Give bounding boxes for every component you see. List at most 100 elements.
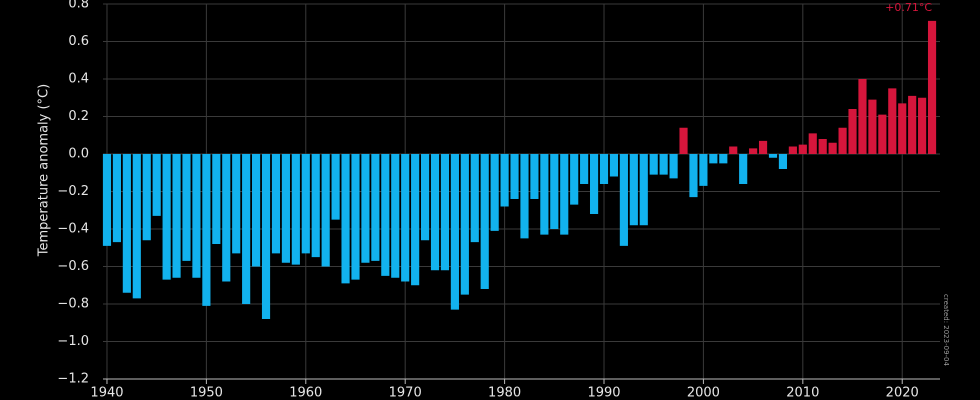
y-axis-label: Temperature anomaly (°C): [37, 84, 52, 257]
bar: [261, 154, 271, 319]
x-tick-label: 1980: [488, 386, 521, 400]
bar: [888, 88, 897, 154]
bar: [490, 154, 499, 231]
bar: [689, 154, 698, 198]
bar: [192, 154, 201, 278]
y-tick-label: −1.2: [57, 372, 89, 387]
bar: [739, 154, 748, 184]
bar: [430, 154, 440, 271]
bar: [421, 154, 430, 241]
bar: [679, 127, 688, 154]
bar: [371, 154, 380, 261]
bar: [102, 154, 112, 246]
bar: [162, 154, 171, 280]
bar: [351, 154, 360, 280]
bar: [530, 154, 539, 199]
bar: [391, 154, 400, 278]
bar: [669, 154, 678, 179]
bar: [788, 146, 797, 154]
bar: [271, 154, 281, 254]
y-tick-label: 0.0: [68, 147, 89, 162]
bar: [918, 97, 927, 154]
bar: [550, 154, 559, 229]
bar: [908, 95, 917, 154]
bar: [798, 144, 807, 154]
bar: [510, 154, 519, 199]
bar: [719, 154, 728, 164]
bar: [649, 154, 658, 175]
x-tick-label: 2010: [786, 386, 819, 400]
bar: [560, 154, 569, 235]
bar: [898, 103, 907, 154]
x-tick-label: 1940: [90, 386, 123, 400]
bar: [182, 154, 191, 261]
bar: [401, 154, 410, 282]
bar: [868, 99, 877, 154]
bar: [818, 139, 827, 154]
annotation: +0.71°C: [885, 1, 932, 14]
bar: [699, 154, 708, 186]
bar: [321, 154, 330, 267]
bar: [609, 154, 619, 177]
bar: [599, 154, 609, 184]
bar: [450, 154, 459, 310]
bar: [500, 154, 509, 207]
y-tick-label: 0.2: [68, 109, 89, 124]
bar: [172, 154, 181, 278]
bar: [480, 154, 489, 289]
bar: [202, 154, 211, 306]
x-tick-label: 2020: [886, 386, 919, 400]
bar: [341, 154, 350, 284]
bar: [778, 154, 788, 169]
bar: [858, 79, 867, 154]
bar: [520, 154, 529, 239]
bar: [540, 154, 549, 235]
y-tick-label: −0.2: [57, 184, 89, 199]
bar: [460, 154, 469, 295]
bar: [589, 154, 599, 214]
bar: [808, 133, 817, 154]
created-note: created: 2023-09-04: [942, 294, 950, 366]
bar: [222, 154, 231, 282]
bar: [470, 154, 479, 243]
bar: [142, 154, 151, 241]
bar: [152, 154, 161, 216]
bar: [729, 146, 738, 154]
bar: [619, 154, 628, 246]
y-tick-label: 0.8: [68, 0, 89, 12]
y-tick-label: 0.4: [68, 72, 89, 87]
bar: [381, 154, 390, 276]
bar: [112, 154, 121, 243]
y-tick-label: −0.4: [57, 222, 89, 237]
y-tick-label: −0.6: [57, 259, 89, 274]
bar: [828, 142, 837, 154]
bar: [361, 154, 370, 263]
x-tick-label: 1950: [190, 386, 223, 400]
bar: [311, 154, 320, 258]
bar: [848, 109, 857, 154]
bar: [281, 154, 290, 263]
bar: [878, 114, 887, 154]
bar: [212, 154, 221, 244]
bar: [639, 154, 648, 226]
bar: [749, 148, 758, 154]
bar: [252, 154, 261, 267]
bar: [440, 154, 450, 271]
bar: [232, 154, 241, 254]
y-tick-label: −1.0: [57, 334, 89, 349]
x-tick-label: 1970: [389, 386, 422, 400]
bar: [132, 154, 141, 299]
y-tick-label: 0.6: [68, 34, 89, 49]
x-tick-label: 2000: [687, 386, 720, 400]
y-tick-label: −0.8: [57, 297, 89, 312]
bar: [242, 154, 251, 304]
bar: [331, 154, 340, 220]
bar: [629, 154, 638, 226]
bar: [570, 154, 579, 205]
bar: [411, 154, 420, 286]
x-tick-label: 1990: [587, 386, 620, 400]
bar: [301, 154, 310, 254]
bar: [580, 154, 589, 184]
bar: [122, 154, 131, 293]
